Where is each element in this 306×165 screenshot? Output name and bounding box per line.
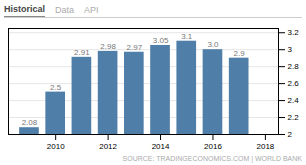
- svg-text:2.8: 2.8: [288, 62, 300, 71]
- svg-text:2.6: 2.6: [288, 79, 300, 88]
- svg-text:2012: 2012: [99, 142, 117, 151]
- svg-text:2010: 2010: [47, 142, 65, 151]
- svg-text:2.08: 2.08: [22, 118, 38, 127]
- html-text:Data: Data: [55, 5, 74, 15]
- svg-text:3.1: 3.1: [181, 32, 193, 41]
- svg-text:3.05: 3.05: [153, 36, 169, 45]
- html-text:SOURCE: TRADINGECONOMICS.COM |: SOURCE: TRADINGECONOMICS.COM | WORLD BAN…: [122, 155, 302, 162]
- svg-text:3: 3: [288, 45, 293, 54]
- svg-text:2.98: 2.98: [100, 42, 116, 51]
- svg-text:2014: 2014: [152, 142, 170, 151]
- svg-text:2.97: 2.97: [127, 43, 143, 52]
- svg-text:2018: 2018: [256, 142, 274, 151]
- svg-text:2.91: 2.91: [74, 48, 90, 57]
- svg-text:2: 2: [288, 130, 293, 139]
- html-text:API: API: [84, 5, 99, 15]
- svg-text:2.2: 2.2: [288, 113, 300, 122]
- svg-text:2.4: 2.4: [288, 96, 300, 105]
- svg-text:3.2: 3.2: [288, 28, 300, 37]
- svg-text:2.5: 2.5: [50, 83, 62, 92]
- svg-text:2.9: 2.9: [234, 49, 246, 58]
- svg-text:2016: 2016: [204, 142, 222, 151]
- svg-text:3.0: 3.0: [207, 40, 219, 49]
- html-text:Historical: Historical: [4, 4, 45, 14]
